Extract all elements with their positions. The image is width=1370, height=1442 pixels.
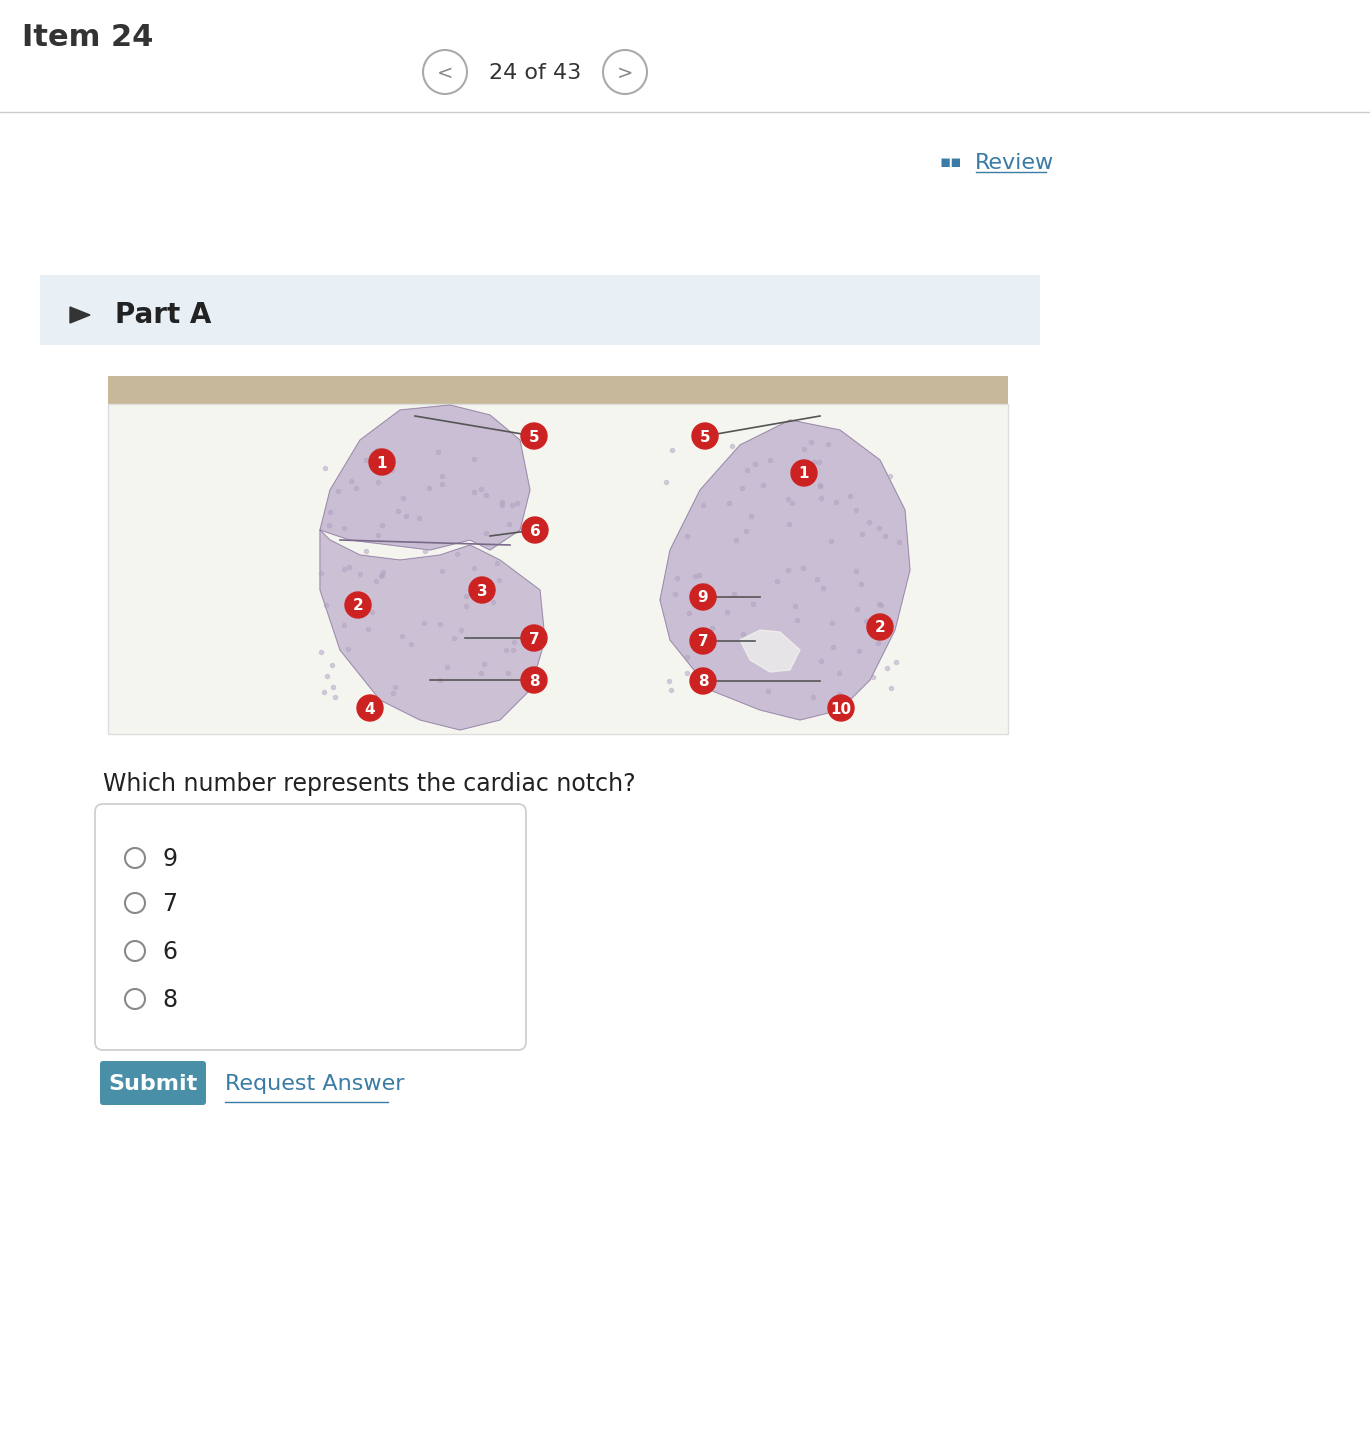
Circle shape xyxy=(690,584,717,610)
Text: 3: 3 xyxy=(477,584,488,598)
Text: 4: 4 xyxy=(364,701,375,717)
FancyBboxPatch shape xyxy=(95,805,526,1050)
Text: 6: 6 xyxy=(162,940,177,965)
Text: 7: 7 xyxy=(162,893,177,916)
Circle shape xyxy=(521,624,547,650)
Text: >: > xyxy=(616,63,633,82)
Polygon shape xyxy=(660,420,910,720)
Text: 8: 8 xyxy=(529,673,540,688)
FancyBboxPatch shape xyxy=(40,275,1040,345)
Circle shape xyxy=(358,695,384,721)
Text: 9: 9 xyxy=(697,591,708,606)
Text: Request Answer: Request Answer xyxy=(225,1074,404,1094)
Circle shape xyxy=(690,629,717,655)
Polygon shape xyxy=(321,405,530,549)
Circle shape xyxy=(692,423,718,448)
Text: Item 24: Item 24 xyxy=(22,23,153,52)
Text: 7: 7 xyxy=(697,634,708,649)
Polygon shape xyxy=(321,531,545,730)
Text: 6: 6 xyxy=(530,523,540,538)
Circle shape xyxy=(790,460,817,486)
Text: Which number represents the cardiac notch?: Which number represents the cardiac notc… xyxy=(103,771,636,796)
Circle shape xyxy=(521,423,547,448)
Circle shape xyxy=(867,614,893,640)
Text: Review: Review xyxy=(975,153,1055,173)
Text: 9: 9 xyxy=(162,846,177,871)
Text: 5: 5 xyxy=(529,430,540,444)
FancyBboxPatch shape xyxy=(108,404,1008,734)
Text: Part A: Part A xyxy=(115,301,211,329)
Text: 2: 2 xyxy=(352,598,363,613)
Text: 5: 5 xyxy=(700,430,710,444)
FancyBboxPatch shape xyxy=(108,376,1008,404)
Text: 24 of 43: 24 of 43 xyxy=(489,63,581,84)
Text: 8: 8 xyxy=(162,988,177,1012)
Polygon shape xyxy=(740,630,800,672)
Text: 1: 1 xyxy=(377,456,388,470)
Text: 7: 7 xyxy=(529,632,540,646)
Circle shape xyxy=(522,518,548,544)
Text: Submit: Submit xyxy=(108,1074,197,1094)
Circle shape xyxy=(345,593,371,619)
FancyBboxPatch shape xyxy=(100,1061,206,1105)
Text: <: < xyxy=(437,63,453,82)
Circle shape xyxy=(369,448,395,474)
Text: 1: 1 xyxy=(799,467,810,482)
Circle shape xyxy=(521,668,547,694)
Text: ▪▪: ▪▪ xyxy=(940,153,962,172)
Polygon shape xyxy=(70,307,90,323)
Circle shape xyxy=(469,577,495,603)
Text: 10: 10 xyxy=(830,701,852,717)
Text: 8: 8 xyxy=(697,675,708,689)
Text: 2: 2 xyxy=(874,620,885,636)
Circle shape xyxy=(690,668,717,694)
Circle shape xyxy=(827,695,854,721)
